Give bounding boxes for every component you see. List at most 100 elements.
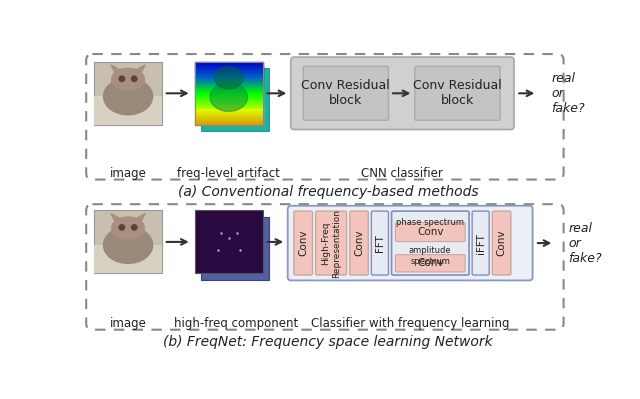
Bar [195, 124, 263, 125]
Text: Classifier with frequency learning: Classifier with frequency learning [311, 317, 509, 330]
Bar [201, 217, 269, 280]
Ellipse shape [119, 225, 125, 230]
Ellipse shape [214, 67, 243, 89]
Bar [195, 113, 263, 114]
Bar [195, 97, 263, 98]
Polygon shape [132, 213, 145, 224]
Bar [195, 107, 263, 108]
Bar [195, 89, 263, 91]
Bar [94, 210, 162, 273]
FancyBboxPatch shape [291, 57, 514, 130]
Bar [195, 95, 263, 96]
Bar [195, 75, 263, 76]
Bar [195, 90, 263, 91]
Text: high-freq component: high-freq component [175, 317, 299, 330]
Bar [195, 122, 263, 124]
Bar [195, 102, 263, 103]
FancyBboxPatch shape [396, 223, 465, 241]
Bar [195, 119, 263, 120]
Bar [195, 92, 263, 93]
FancyBboxPatch shape [316, 211, 347, 275]
FancyBboxPatch shape [415, 66, 500, 120]
Bar [195, 115, 263, 116]
Bar [195, 66, 263, 67]
Bar [201, 68, 269, 131]
Text: real
or
fake?: real or fake? [551, 72, 585, 115]
FancyBboxPatch shape [472, 211, 489, 275]
Bar [195, 109, 263, 111]
Bar [195, 108, 263, 109]
Ellipse shape [112, 68, 145, 91]
Ellipse shape [132, 76, 137, 81]
Bar [195, 83, 263, 84]
Ellipse shape [104, 78, 152, 115]
Bar [195, 73, 263, 74]
FancyBboxPatch shape [294, 211, 312, 275]
Ellipse shape [119, 76, 125, 81]
Bar [195, 86, 263, 87]
Bar [195, 118, 263, 119]
Bar [195, 67, 263, 68]
Text: FFT: FFT [375, 234, 385, 252]
Bar [195, 122, 263, 123]
FancyBboxPatch shape [288, 206, 532, 280]
Bar [195, 77, 263, 78]
Bar [94, 62, 162, 125]
Bar [195, 99, 263, 101]
Bar [195, 106, 263, 107]
Bar [195, 110, 263, 111]
Bar [195, 210, 263, 273]
Text: image: image [109, 317, 147, 330]
Bar [195, 101, 263, 102]
Bar [195, 85, 263, 86]
Bar [195, 98, 263, 99]
Bar [195, 64, 263, 65]
Ellipse shape [210, 83, 248, 111]
Bar [94, 245, 162, 273]
Bar [195, 70, 263, 71]
Bar [195, 111, 263, 112]
Bar [195, 65, 263, 66]
Bar [195, 82, 263, 83]
Bar [195, 103, 263, 104]
Bar [195, 100, 263, 101]
Bar [195, 89, 263, 90]
Bar [195, 62, 263, 63]
FancyBboxPatch shape [492, 211, 511, 275]
Bar [195, 117, 263, 118]
Bar [195, 112, 263, 113]
FancyBboxPatch shape [349, 211, 368, 275]
Bar [195, 116, 263, 117]
Bar [195, 109, 263, 110]
FancyBboxPatch shape [303, 66, 388, 120]
Bar [195, 104, 263, 105]
Bar [195, 105, 263, 106]
Text: High-Freq
Representation: High-Freq Representation [321, 209, 341, 278]
Bar [195, 71, 263, 72]
Bar [195, 80, 263, 81]
Bar [195, 120, 263, 121]
Bar [195, 123, 263, 124]
Bar [195, 87, 263, 88]
Polygon shape [132, 65, 145, 76]
Text: phase spectrum: phase spectrum [396, 218, 464, 227]
Bar [195, 84, 263, 85]
FancyBboxPatch shape [371, 211, 388, 275]
Text: Conv: Conv [417, 227, 444, 237]
Bar [195, 93, 263, 94]
Bar [195, 114, 263, 115]
FancyBboxPatch shape [396, 255, 465, 272]
Ellipse shape [112, 217, 145, 239]
Text: Conv Residual
block: Conv Residual block [301, 79, 390, 107]
Bar [195, 99, 263, 100]
Text: Conv Residual
block: Conv Residual block [413, 79, 502, 107]
Text: real
or
fake?: real or fake? [568, 221, 602, 265]
Polygon shape [111, 65, 124, 76]
Bar [195, 91, 263, 92]
Ellipse shape [104, 227, 152, 263]
Bar [195, 74, 263, 75]
FancyBboxPatch shape [392, 211, 469, 275]
Bar [195, 72, 263, 73]
Text: Conv: Conv [298, 230, 308, 256]
Bar [195, 119, 263, 120]
